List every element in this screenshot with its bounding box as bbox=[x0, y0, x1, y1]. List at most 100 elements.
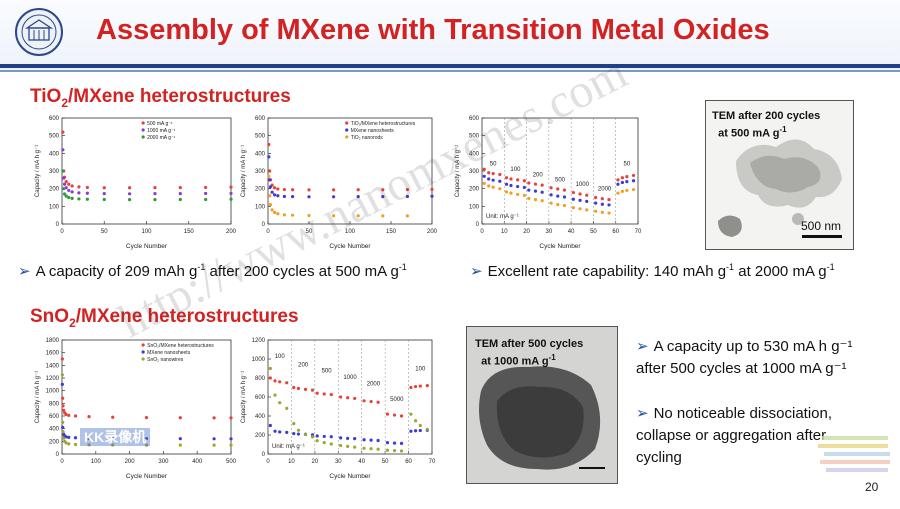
data-point bbox=[64, 180, 68, 184]
sno2-rate-chart: 0 10 20 30 40 50 60 70 0 200 400 600 800 1000 1200 Cycl… bbox=[238, 334, 438, 482]
y-axis-label: Capacity / mA h g⁻¹ bbox=[241, 145, 247, 197]
page-number: 20 bbox=[865, 480, 879, 494]
data-point bbox=[296, 386, 301, 391]
data-point bbox=[571, 206, 575, 210]
x-tick-label: 100 bbox=[91, 459, 102, 465]
data-point bbox=[268, 202, 273, 207]
data-point bbox=[111, 415, 115, 419]
data-point bbox=[594, 209, 598, 213]
legend-label: TiO₂ nanorods bbox=[351, 135, 384, 141]
data-point bbox=[522, 193, 526, 197]
data-point bbox=[376, 447, 380, 451]
data-point bbox=[504, 190, 509, 194]
data-point bbox=[571, 190, 575, 195]
x-tick-label: 30 bbox=[335, 459, 342, 465]
data-point bbox=[178, 443, 182, 447]
legend-marker bbox=[345, 135, 349, 139]
data-point bbox=[620, 176, 624, 180]
data-point bbox=[549, 186, 553, 190]
data-point bbox=[273, 393, 277, 397]
y-axis-label: Capacity / mA h g⁻¹ bbox=[35, 145, 41, 197]
rate-label: 100 bbox=[510, 167, 521, 173]
data-point bbox=[62, 182, 67, 186]
data-point bbox=[273, 429, 277, 433]
data-point bbox=[369, 447, 373, 451]
data-point bbox=[282, 194, 286, 199]
data-point bbox=[353, 437, 357, 441]
data-point bbox=[522, 179, 526, 183]
legend-label: MXene nanosheets bbox=[351, 128, 395, 134]
x-tick-label: 30 bbox=[546, 229, 553, 235]
y-tick-label: 300 bbox=[255, 169, 266, 175]
data-point bbox=[329, 393, 333, 397]
data-point bbox=[229, 191, 233, 196]
data-point bbox=[73, 436, 78, 440]
data-point bbox=[385, 441, 390, 445]
data-point bbox=[616, 182, 620, 186]
data-point bbox=[353, 396, 357, 401]
data-point bbox=[61, 404, 65, 408]
data-point bbox=[620, 189, 624, 193]
data-point bbox=[556, 194, 560, 198]
data-point bbox=[67, 435, 71, 440]
data-point bbox=[405, 214, 409, 218]
data-point bbox=[339, 443, 343, 448]
data-point bbox=[600, 197, 604, 201]
data-point bbox=[87, 443, 91, 447]
data-point bbox=[77, 185, 81, 189]
data-point bbox=[67, 442, 71, 446]
data-point bbox=[292, 422, 296, 426]
data-point bbox=[346, 396, 350, 400]
data-point bbox=[64, 194, 68, 198]
rate-label: 500 bbox=[322, 368, 333, 374]
data-point bbox=[522, 185, 526, 190]
title-rule bbox=[0, 64, 900, 68]
x-axis-label: Cycle Number bbox=[539, 243, 581, 250]
chart-svg: 0 10 20 30 40 50 60 70 0 100 200 300 400 500 600 Cycle … bbox=[455, 116, 642, 250]
data-point bbox=[405, 194, 409, 199]
data-point bbox=[310, 435, 315, 439]
data-point bbox=[268, 376, 272, 380]
data-point bbox=[67, 413, 71, 417]
data-point bbox=[178, 437, 182, 441]
x-tick-label: 40 bbox=[358, 459, 365, 465]
x-tick-label: 100 bbox=[141, 229, 152, 235]
data-point bbox=[268, 178, 272, 182]
arrow-bullet-icon: ➢ bbox=[636, 405, 649, 422]
legend-label: MXene nanosheets bbox=[147, 350, 191, 356]
data-point bbox=[267, 174, 271, 178]
x-tick-label: 10 bbox=[288, 459, 295, 465]
data-point bbox=[392, 448, 397, 453]
x-tick-label: 0 bbox=[60, 459, 64, 465]
data-point bbox=[549, 193, 553, 197]
data-point bbox=[556, 187, 560, 191]
x-axis-label: Cycle Number bbox=[329, 243, 371, 250]
data-point bbox=[616, 178, 620, 182]
scale-bar-label: 500 nm bbox=[801, 219, 842, 233]
data-point bbox=[498, 187, 502, 191]
data-point bbox=[339, 395, 343, 399]
data-point bbox=[381, 214, 385, 218]
tem-particle-graphic bbox=[467, 327, 617, 483]
data-point bbox=[616, 191, 620, 195]
data-point bbox=[267, 155, 271, 159]
data-point bbox=[376, 400, 380, 404]
data-point bbox=[153, 186, 157, 190]
data-point bbox=[60, 357, 64, 361]
data-point bbox=[178, 192, 182, 196]
legend-marker bbox=[345, 121, 349, 125]
data-point bbox=[362, 399, 366, 403]
data-point bbox=[296, 432, 301, 436]
unit-label: Unit: mA g⁻¹ bbox=[486, 214, 519, 220]
data-point bbox=[329, 435, 333, 439]
x-tick-label: 20 bbox=[312, 459, 319, 465]
y-tick-label: 800 bbox=[49, 401, 60, 407]
data-point bbox=[600, 210, 604, 214]
data-point bbox=[425, 384, 429, 388]
data-point bbox=[212, 437, 216, 441]
tio2-bullet-capacity: ➢ A capacity of 209 mAh g-1 after 200 cyc… bbox=[18, 262, 407, 280]
data-point bbox=[414, 384, 418, 389]
data-point bbox=[128, 198, 132, 202]
legend-marker bbox=[345, 128, 349, 132]
data-point bbox=[498, 172, 502, 177]
